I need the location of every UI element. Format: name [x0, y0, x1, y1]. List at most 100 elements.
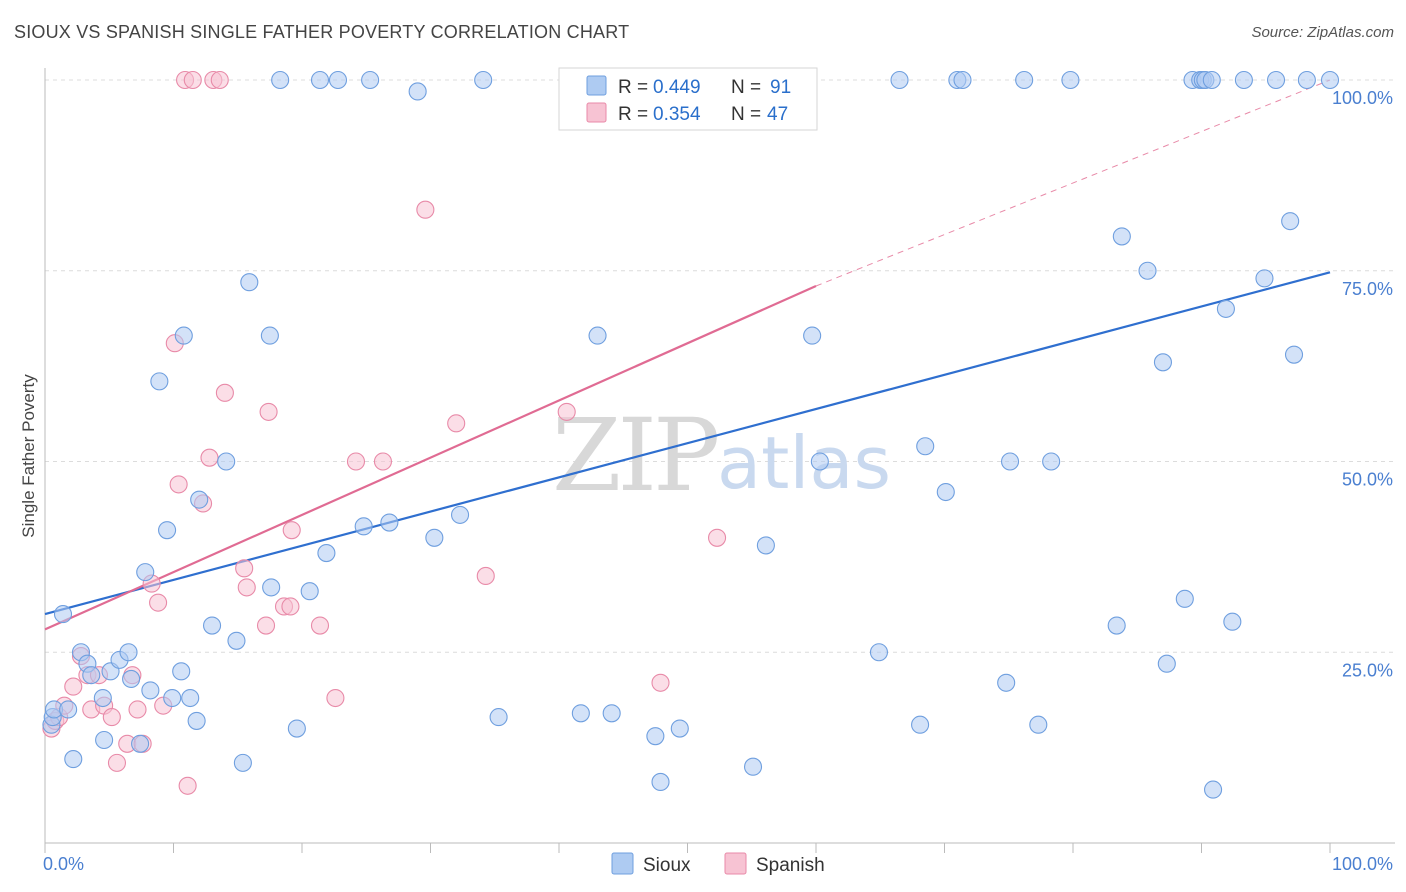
sioux-point — [150, 372, 169, 391]
spanish-point — [476, 566, 495, 586]
spanish-point — [651, 673, 670, 692]
sioux-point — [743, 757, 763, 776]
sioux-point — [890, 70, 909, 90]
spanish-point — [183, 70, 202, 90]
spanish-point — [281, 597, 300, 616]
spanish-point — [346, 452, 366, 471]
legend-box: R = 0.449 N = 91 R = 0.354 N = 47 — [558, 67, 818, 131]
sioux-point — [1157, 654, 1176, 673]
watermark: ZIP atlas — [552, 397, 891, 514]
spanish-point — [64, 677, 83, 696]
legend-n-value-sioux: 91 — [770, 77, 791, 98]
spanish-point — [416, 200, 435, 219]
spanish-point — [373, 452, 393, 471]
sioux-point — [227, 631, 246, 650]
sioux-point — [1266, 70, 1286, 90]
sioux-point — [1000, 452, 1020, 471]
spanish-point — [169, 475, 188, 494]
spanish-trend-extension — [815, 79, 1331, 287]
sioux-point — [646, 727, 665, 746]
watermark-atlas: atlas — [717, 421, 891, 505]
sioux-point — [260, 326, 279, 345]
sioux-point — [181, 688, 200, 708]
sioux-point — [95, 730, 114, 750]
legend-swatch-sioux — [586, 75, 607, 96]
x-tick-label: 100.0% — [1332, 854, 1393, 874]
sioux-point — [1061, 70, 1080, 90]
y-tick-label: 100.0% — [1332, 88, 1393, 108]
sioux-point — [380, 513, 399, 532]
sioux-point — [328, 70, 348, 90]
spanish-point — [708, 528, 727, 547]
sioux-point — [310, 70, 330, 90]
bottom-legend-swatch-spanish — [724, 852, 747, 875]
sioux-point — [158, 521, 177, 540]
spanish-point — [326, 688, 345, 708]
spanish-point — [178, 776, 197, 795]
sioux-point — [300, 582, 319, 601]
data-points — [42, 70, 1340, 799]
spanish-point — [447, 414, 466, 433]
sioux-point — [997, 673, 1016, 692]
sioux-point — [1281, 212, 1300, 231]
spanish-point — [237, 578, 256, 597]
spanish-point — [256, 616, 276, 635]
sioux-point — [131, 734, 150, 753]
sioux-point — [174, 326, 193, 345]
sioux-point — [588, 326, 607, 345]
bottom-legend: Sioux Spanish — [611, 852, 825, 876]
sioux-point — [1029, 715, 1048, 734]
sioux-point — [803, 326, 822, 345]
sioux-point — [1284, 345, 1304, 364]
sioux-point — [136, 563, 155, 582]
legend-n-value-spanish: 47 — [767, 104, 788, 125]
sioux-point — [141, 681, 160, 700]
sioux-point — [1234, 70, 1253, 90]
watermark-zip: ZIP — [552, 397, 717, 514]
sioux-point — [451, 505, 470, 524]
sioux-point — [911, 715, 930, 734]
spanish-point — [128, 700, 147, 719]
legend-r-label: R = — [618, 104, 648, 125]
spanish-point — [557, 402, 576, 421]
sioux-point — [1175, 589, 1194, 608]
bottom-legend-swatch-sioux — [611, 852, 634, 875]
sioux-point — [1112, 227, 1131, 246]
legend-n-label: N = — [731, 104, 761, 125]
sioux-point — [187, 711, 206, 730]
spanish-point — [107, 753, 127, 772]
sioux-point — [64, 750, 83, 769]
legend-swatch-spanish — [586, 102, 607, 123]
y-axis-label: Single Father Poverty — [19, 374, 38, 538]
sioux-point — [408, 82, 427, 101]
sioux-point — [172, 662, 191, 681]
sioux-point — [82, 666, 101, 685]
sioux-point — [756, 536, 775, 555]
x-axis-tick-labels: 0.0% 100.0% — [43, 854, 1393, 874]
sioux-point — [163, 688, 182, 708]
legend-n-label: N = — [731, 77, 761, 98]
y-tick-label: 50.0% — [1342, 470, 1393, 490]
sioux-point — [651, 772, 670, 792]
sioux-point — [1015, 70, 1034, 90]
sioux-point — [1042, 452, 1061, 471]
sioux-point — [119, 643, 138, 662]
sioux-point — [1255, 269, 1274, 288]
sioux-point — [271, 70, 290, 90]
spanish-point — [215, 383, 234, 402]
legend-r-value-spanish: 0.354 — [653, 104, 701, 125]
sioux-point — [122, 669, 141, 689]
sioux-point — [810, 452, 829, 471]
sioux-point — [59, 700, 78, 719]
sioux-point — [936, 482, 955, 502]
sioux-point — [916, 437, 935, 456]
sioux-point — [1202, 70, 1221, 90]
spanish-trend-line — [44, 285, 817, 631]
sioux-point — [1204, 780, 1223, 799]
y-tick-label: 75.0% — [1342, 279, 1393, 299]
bottom-legend-label-spanish: Spanish — [756, 855, 825, 876]
sioux-point — [317, 544, 336, 563]
sioux-point — [1153, 353, 1172, 372]
sioux-point — [287, 719, 306, 738]
